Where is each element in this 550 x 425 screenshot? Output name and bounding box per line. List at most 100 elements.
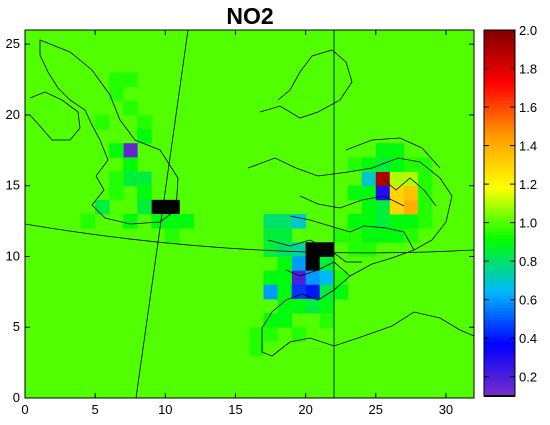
- colorbar-segment: [484, 222, 515, 226]
- colorbar-segment: [484, 179, 515, 184]
- colorbar-segment: [484, 270, 515, 275]
- colorbar-segment: [484, 200, 515, 205]
- heatmap-cell: [361, 214, 377, 229]
- x-tick-label: 30: [439, 402, 453, 417]
- colorbar-segment: [484, 57, 515, 62]
- heatmap-cell: [319, 284, 335, 300]
- heatmap-cell: [389, 143, 405, 158]
- colorbar-segment: [484, 362, 515, 367]
- plot-frame: [24, 29, 475, 399]
- colorbar-segment: [484, 274, 515, 278]
- heatmap-cell: [277, 270, 292, 286]
- colorbar-segment: [484, 75, 515, 80]
- colorbar-segment: [484, 115, 515, 120]
- heatmap-cell: [417, 214, 433, 229]
- heatmap-cell: [277, 256, 292, 272]
- colorbar-segment: [484, 313, 515, 318]
- colorbar-segment: [484, 255, 515, 260]
- heatmap-cell: [109, 171, 124, 187]
- colorbar-segment: [484, 170, 515, 174]
- y-axis: 0 5 10 15 20 25: [6, 36, 474, 405]
- heatmap-cell: [361, 199, 377, 215]
- colorbar-tick-label: 1.0: [519, 216, 537, 231]
- colorbar-tick-label: 2.0: [519, 23, 537, 38]
- colorbar-segment: [484, 185, 515, 190]
- heatmap-cell: [417, 157, 433, 172]
- heatmap-cell: [151, 214, 166, 229]
- map-border-line: [289, 215, 415, 251]
- heatmap-cell: [137, 185, 152, 201]
- colorbar-tick-label: 1.2: [519, 177, 537, 192]
- colorbar-segment: [484, 344, 515, 348]
- heatmap-cell: [417, 199, 433, 215]
- heatmap-cell: [333, 270, 349, 286]
- heatmap-cell: [305, 284, 321, 300]
- heatmap-cell: [137, 199, 152, 215]
- colorbar-segment: [484, 328, 515, 333]
- heatmap-cell: [319, 242, 335, 257]
- heatmap-cell: [277, 284, 292, 300]
- colorbar-segment: [484, 246, 515, 251]
- colorbar-segment: [484, 319, 515, 324]
- heatmap-cell: [291, 284, 307, 300]
- colorbar-segment: [484, 377, 515, 382]
- colorbar-segment: [484, 100, 515, 104]
- heatmap-cell: [375, 171, 391, 187]
- heatmap-cell: [277, 313, 292, 328]
- colorbar-segment: [484, 188, 515, 193]
- colorbar-segment: [484, 209, 515, 214]
- colorbar-segment: [484, 234, 515, 238]
- colorbar-segment: [484, 124, 515, 129]
- colorbar-segment: [484, 194, 515, 199]
- heatmap-cell: [319, 298, 335, 314]
- colorbar-segment: [484, 295, 515, 299]
- heatmap-cell: [361, 228, 377, 243]
- colorbar-segment: [484, 286, 515, 290]
- colorbar-segment: [484, 228, 515, 232]
- colorbar-segment: [484, 106, 515, 110]
- colorbar-segment: [484, 66, 515, 71]
- colorbar-segment: [484, 191, 515, 196]
- colorbar-segment: [484, 219, 515, 223]
- map-border-line: [29, 91, 81, 141]
- plot-area: [24, 29, 475, 399]
- colorbar-segment: [484, 145, 515, 150]
- colorbar-segment: [484, 341, 515, 345]
- heatmap-cell: [291, 256, 307, 272]
- heatmap-cell: [109, 185, 124, 201]
- y-tick-label: 20: [6, 107, 20, 122]
- colorbar-segment: [484, 304, 515, 309]
- heatmap-cell: [389, 157, 405, 172]
- colorbar-segment: [484, 347, 515, 351]
- y-tick-label: 25: [6, 36, 20, 51]
- colorbar-tick-label: 0.4: [519, 331, 537, 346]
- colorbar-segment: [484, 142, 515, 147]
- heatmap-cell: [137, 129, 152, 144]
- heatmap-cell: [319, 256, 335, 272]
- colorbar-segment: [484, 173, 515, 177]
- colorbar-segment: [484, 283, 515, 287]
- colorbar-tick-label: 0.6: [519, 293, 537, 308]
- colorbar-segment: [484, 136, 515, 141]
- heatmap-cell: [263, 242, 278, 257]
- colorbar-segment: [484, 182, 515, 187]
- colorbar-segment: [484, 197, 515, 202]
- y-tick-label: 0: [13, 390, 20, 405]
- heatmap-cell: [403, 228, 419, 243]
- colorbar-segment: [484, 249, 515, 254]
- x-tick-label: 10: [158, 402, 172, 417]
- colorbar-segment: [484, 237, 515, 242]
- colorbar-segment: [484, 231, 515, 235]
- map-border-line: [24, 223, 475, 254]
- heatmap-cell: [389, 199, 405, 215]
- colorbar-segment: [484, 359, 515, 364]
- colorbar-segment: [484, 127, 515, 132]
- colorbar-segment: [484, 130, 515, 135]
- heatmap-cell: [263, 228, 278, 243]
- heatmap-cell: [375, 228, 391, 243]
- colorbar-segment: [484, 91, 515, 95]
- colorbar-segment: [484, 292, 515, 296]
- colorbar-tick-label: 1.8: [519, 62, 537, 77]
- colorbar-segment: [484, 103, 515, 107]
